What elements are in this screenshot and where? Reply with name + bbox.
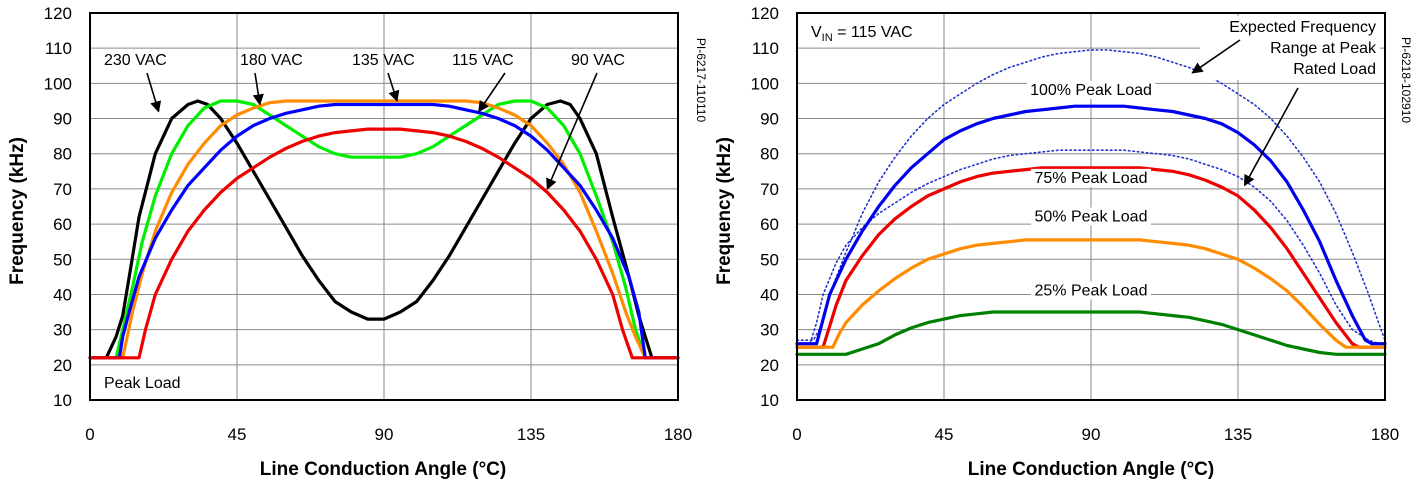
annotation-135-vac: 135 VAC (352, 52, 415, 69)
x-tick-labels-left: 0 45 90 135 180 (85, 425, 692, 444)
y-tick-label: 80 (53, 145, 72, 164)
annotation-180-vac: 180 VAC (240, 52, 303, 69)
series-layer-left (88, 99, 680, 360)
series-100pct-peak-load (795, 104, 1387, 346)
x-tick-label: 135 (517, 425, 545, 444)
y-tick-label: 80 (760, 145, 779, 164)
x-tick-label: 135 (1224, 425, 1252, 444)
series-135-vac (88, 99, 680, 360)
x-tick-label: 90 (1082, 425, 1101, 444)
x-axis-title-left: Line Conduction Angle (°C) (260, 459, 506, 480)
grid-left (90, 13, 678, 400)
curve-label-background (1031, 168, 1151, 187)
series-180-vac (88, 99, 680, 360)
annotation-arrow-230-vac (146, 72, 162, 113)
y-tick-label: 120 (44, 4, 72, 23)
x-tick-label: 0 (792, 425, 801, 444)
annotations-right: 100% Peak Load 75% Peak Load 50% Peak Load… (1026, 16, 1380, 300)
series-115-vac (88, 102, 680, 360)
annotation-115-vac: 115 VAC (452, 52, 514, 69)
y-tick-label: 60 (760, 215, 779, 234)
condition-label-subscript: IN (822, 32, 833, 44)
annotation-arrow-180-vac (252, 72, 264, 106)
condition-label: VIN = 115 VAC (811, 24, 913, 44)
series-expected-frequency-range-at-peak-rated-load-upper (796, 49, 1386, 342)
range-arrow (1243, 87, 1299, 187)
y-tick-label: 110 (752, 39, 779, 58)
curve-label-background (1026, 80, 1156, 99)
y-tick-label: 50 (53, 250, 72, 269)
range-label-background (1200, 16, 1380, 80)
y-tick-label: 10 (760, 391, 779, 410)
y-tick-labels-right: 10 20 30 40 50 60 70 80 90 100 110 120 (751, 4, 779, 410)
annotation-arrow-90-vac (546, 72, 598, 190)
curve-label-50pct-peak-load: 50% Peak Load (1035, 209, 1148, 226)
y-tick-label: 60 (53, 215, 72, 234)
y-tick-label: 90 (53, 110, 72, 129)
y-axis-title-right: Frequency (kHz) (714, 137, 735, 285)
y-tick-label: 40 (760, 285, 779, 304)
condition-label-box: VIN = 115 VAC (800, 16, 936, 46)
annotations-left: 230 VAC 180 VAC 135 VAC 115 VAC 90 VAC (104, 52, 625, 190)
plot-frame-left (89, 12, 679, 401)
annotation-arrow-135-vac (387, 72, 400, 103)
range-label-line: Expected Frequency (1229, 19, 1376, 36)
curve-label-background (1031, 207, 1151, 226)
range-label-line: Rated Load (1293, 61, 1376, 78)
series-90-vac (88, 127, 680, 360)
y-tick-label: 90 (760, 110, 779, 129)
x-tick-label: 180 (664, 425, 692, 444)
condition-label-background (800, 16, 936, 46)
x-axis-title-right: Line Conduction Angle (°C) (968, 459, 1214, 480)
y-tick-label: 120 (751, 4, 779, 23)
y-tick-label: 30 (760, 321, 779, 340)
figure-id-left: PI-6217-110110 (694, 38, 708, 123)
condition-label-suffix: = 115 VAC (833, 24, 913, 41)
x-tick-label: 180 (1371, 425, 1399, 444)
y-tick-label: 20 (53, 356, 72, 375)
y-tick-label: 70 (53, 180, 72, 199)
y-tick-label: 100 (751, 74, 779, 93)
y-axis-title-left: Frequency (kHz) (7, 137, 28, 285)
y-tick-label: 70 (760, 180, 779, 199)
curve-label-25pct-peak-load: 25% Peak Load (1035, 282, 1148, 299)
curve-label-background (1031, 281, 1151, 300)
y-tick-label: 110 (45, 39, 72, 58)
annotation-arrow-115-vac (478, 72, 506, 113)
y-tick-label: 40 (53, 285, 72, 304)
chart-left: 10 20 30 40 50 60 70 80 90 100 110 120 0 45 90 135 180 … (7, 4, 708, 480)
series-75pct-peak-load (795, 166, 1387, 349)
y-tick-label: 50 (760, 250, 779, 269)
figure-id-right: PI-6218-102910 (1399, 37, 1413, 123)
curve-label-75pct-peak-load: 75% Peak Load (1035, 170, 1148, 187)
x-tick-label: 45 (935, 425, 954, 444)
corner-label-peak-load: Peak Load (104, 375, 181, 392)
plot-frame-right (796, 12, 1386, 401)
x-tick-labels-right: 0 45 90 135 180 (792, 425, 1399, 444)
x-tick-label: 0 (85, 425, 94, 444)
curve-label-100pct-peak-load: 100% Peak Load (1030, 82, 1152, 99)
range-arrow (1191, 39, 1241, 74)
y-tick-labels-left: 10 20 30 40 50 60 70 80 90 100 110 120 (44, 4, 72, 410)
y-tick-label: 30 (53, 321, 72, 340)
annotation-90-vac: 90 VAC (571, 52, 625, 69)
range-label-line: Range at Peak (1270, 40, 1377, 57)
series-50pct-peak-load (795, 238, 1387, 349)
y-tick-label: 10 (53, 391, 72, 410)
series-230-vac (88, 99, 680, 360)
x-tick-label: 45 (228, 425, 247, 444)
series-layer-right (795, 49, 1387, 356)
y-tick-label: 20 (760, 356, 779, 375)
x-tick-label: 90 (375, 425, 394, 444)
y-tick-label: 100 (44, 74, 72, 93)
annotation-230-vac: 230 VAC (104, 52, 167, 69)
series-25pct-peak-load (795, 310, 1387, 356)
condition-label-prefix: V (811, 24, 822, 41)
